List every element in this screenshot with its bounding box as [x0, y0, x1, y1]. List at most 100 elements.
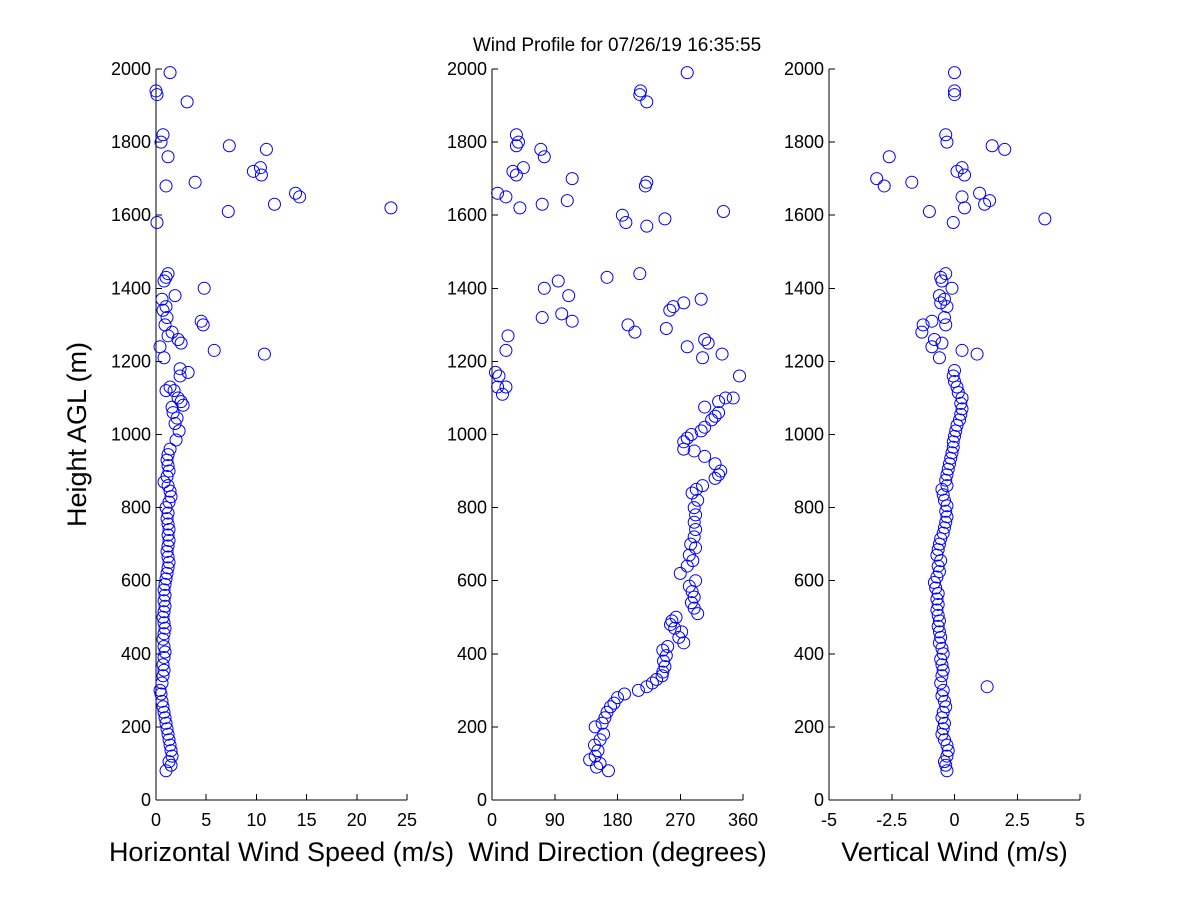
data-point	[164, 758, 178, 772]
x-axis-label: Wind Direction (degrees)	[468, 837, 767, 867]
data-point	[663, 303, 677, 317]
data-point	[590, 760, 604, 774]
data-point	[259, 142, 273, 156]
data-point	[934, 296, 948, 310]
x-tick-label: 360	[728, 810, 758, 830]
data-point	[159, 300, 173, 314]
data-point	[689, 541, 703, 555]
data-point	[930, 592, 944, 606]
data-point	[289, 186, 303, 200]
data-point	[156, 128, 170, 142]
data-point	[658, 660, 672, 674]
data-point	[157, 627, 171, 641]
y-tick-label: 200	[794, 717, 824, 737]
y-tick-label: 1200	[111, 351, 151, 371]
data-point	[631, 683, 645, 697]
data-point	[161, 479, 175, 493]
data-point	[940, 479, 954, 493]
x-tick-label: 10	[246, 810, 266, 830]
y-tick-label: 0	[477, 790, 487, 810]
data-point	[161, 727, 175, 741]
data-point	[936, 488, 950, 502]
data-point	[708, 457, 722, 471]
data-point	[196, 318, 210, 332]
data-point	[499, 380, 513, 394]
data-point	[163, 380, 177, 394]
data-point	[560, 194, 574, 208]
data-point	[712, 395, 726, 409]
y-tick-label: 600	[794, 571, 824, 591]
data-point	[174, 336, 188, 350]
data-point	[694, 424, 708, 438]
data-point	[161, 550, 175, 564]
data-point	[157, 605, 171, 619]
data-point	[939, 267, 953, 281]
data-point	[161, 539, 175, 553]
data-point	[155, 292, 169, 306]
data-point	[677, 296, 691, 310]
x-tick-label: 5	[1075, 810, 1085, 830]
y-tick-label: 600	[457, 571, 487, 591]
data-point	[176, 398, 190, 412]
data-point	[157, 616, 171, 630]
data-point	[617, 687, 631, 701]
data-point	[157, 594, 171, 608]
data-point	[939, 128, 953, 142]
data-point	[162, 533, 176, 547]
data-point	[948, 364, 961, 378]
data-point	[916, 318, 930, 332]
data-point	[159, 179, 173, 193]
data-point	[932, 625, 946, 639]
data-point	[659, 322, 673, 336]
x-axis-label: Horizontal Wind Speed (m/s)	[109, 837, 454, 867]
y-tick-label: 200	[121, 717, 151, 737]
data-point	[157, 274, 171, 288]
data-point	[701, 336, 715, 350]
data-point	[680, 340, 694, 354]
data-point	[168, 417, 182, 431]
data-point	[877, 179, 891, 193]
y-tick-label: 0	[141, 790, 151, 810]
data-point	[954, 407, 968, 421]
data-point	[160, 722, 174, 736]
x-tick-label: 180	[602, 810, 632, 830]
data-point	[733, 369, 747, 383]
data-point	[158, 621, 172, 635]
data-point	[492, 369, 506, 383]
data-point	[680, 431, 694, 445]
data-point	[634, 84, 648, 98]
panel-vertical: 0 200 400 600 800 1000 1200 1400 1600 1800 2000 -5 -…	[784, 59, 1085, 867]
data-point	[161, 517, 175, 531]
data-point	[267, 197, 281, 211]
data-point	[927, 332, 941, 346]
data-point	[932, 636, 946, 650]
data-point	[511, 135, 525, 149]
data-point	[154, 135, 168, 149]
data-points	[149, 66, 398, 778]
data-point	[163, 66, 177, 80]
data-point	[173, 362, 187, 376]
x-tick-label: 90	[545, 810, 565, 830]
data-point	[946, 440, 960, 454]
data-point	[491, 380, 505, 394]
data-point	[153, 683, 167, 697]
data-point	[164, 744, 178, 758]
data-point	[615, 208, 629, 222]
y-tick-label: 2000	[111, 59, 151, 79]
data-point	[153, 340, 167, 354]
data-point	[946, 369, 960, 383]
data-point	[156, 658, 170, 672]
y-tick-label: 1800	[784, 132, 824, 152]
data-point	[628, 325, 642, 339]
data-point	[945, 281, 959, 295]
data-point	[668, 621, 682, 635]
data-point	[562, 289, 576, 303]
x-tick-label: 270	[665, 810, 695, 830]
data-point	[970, 347, 984, 361]
data-point	[932, 289, 946, 303]
data-point	[922, 205, 936, 219]
data-point	[384, 201, 398, 215]
data-point	[160, 470, 174, 484]
data-point	[253, 161, 267, 175]
